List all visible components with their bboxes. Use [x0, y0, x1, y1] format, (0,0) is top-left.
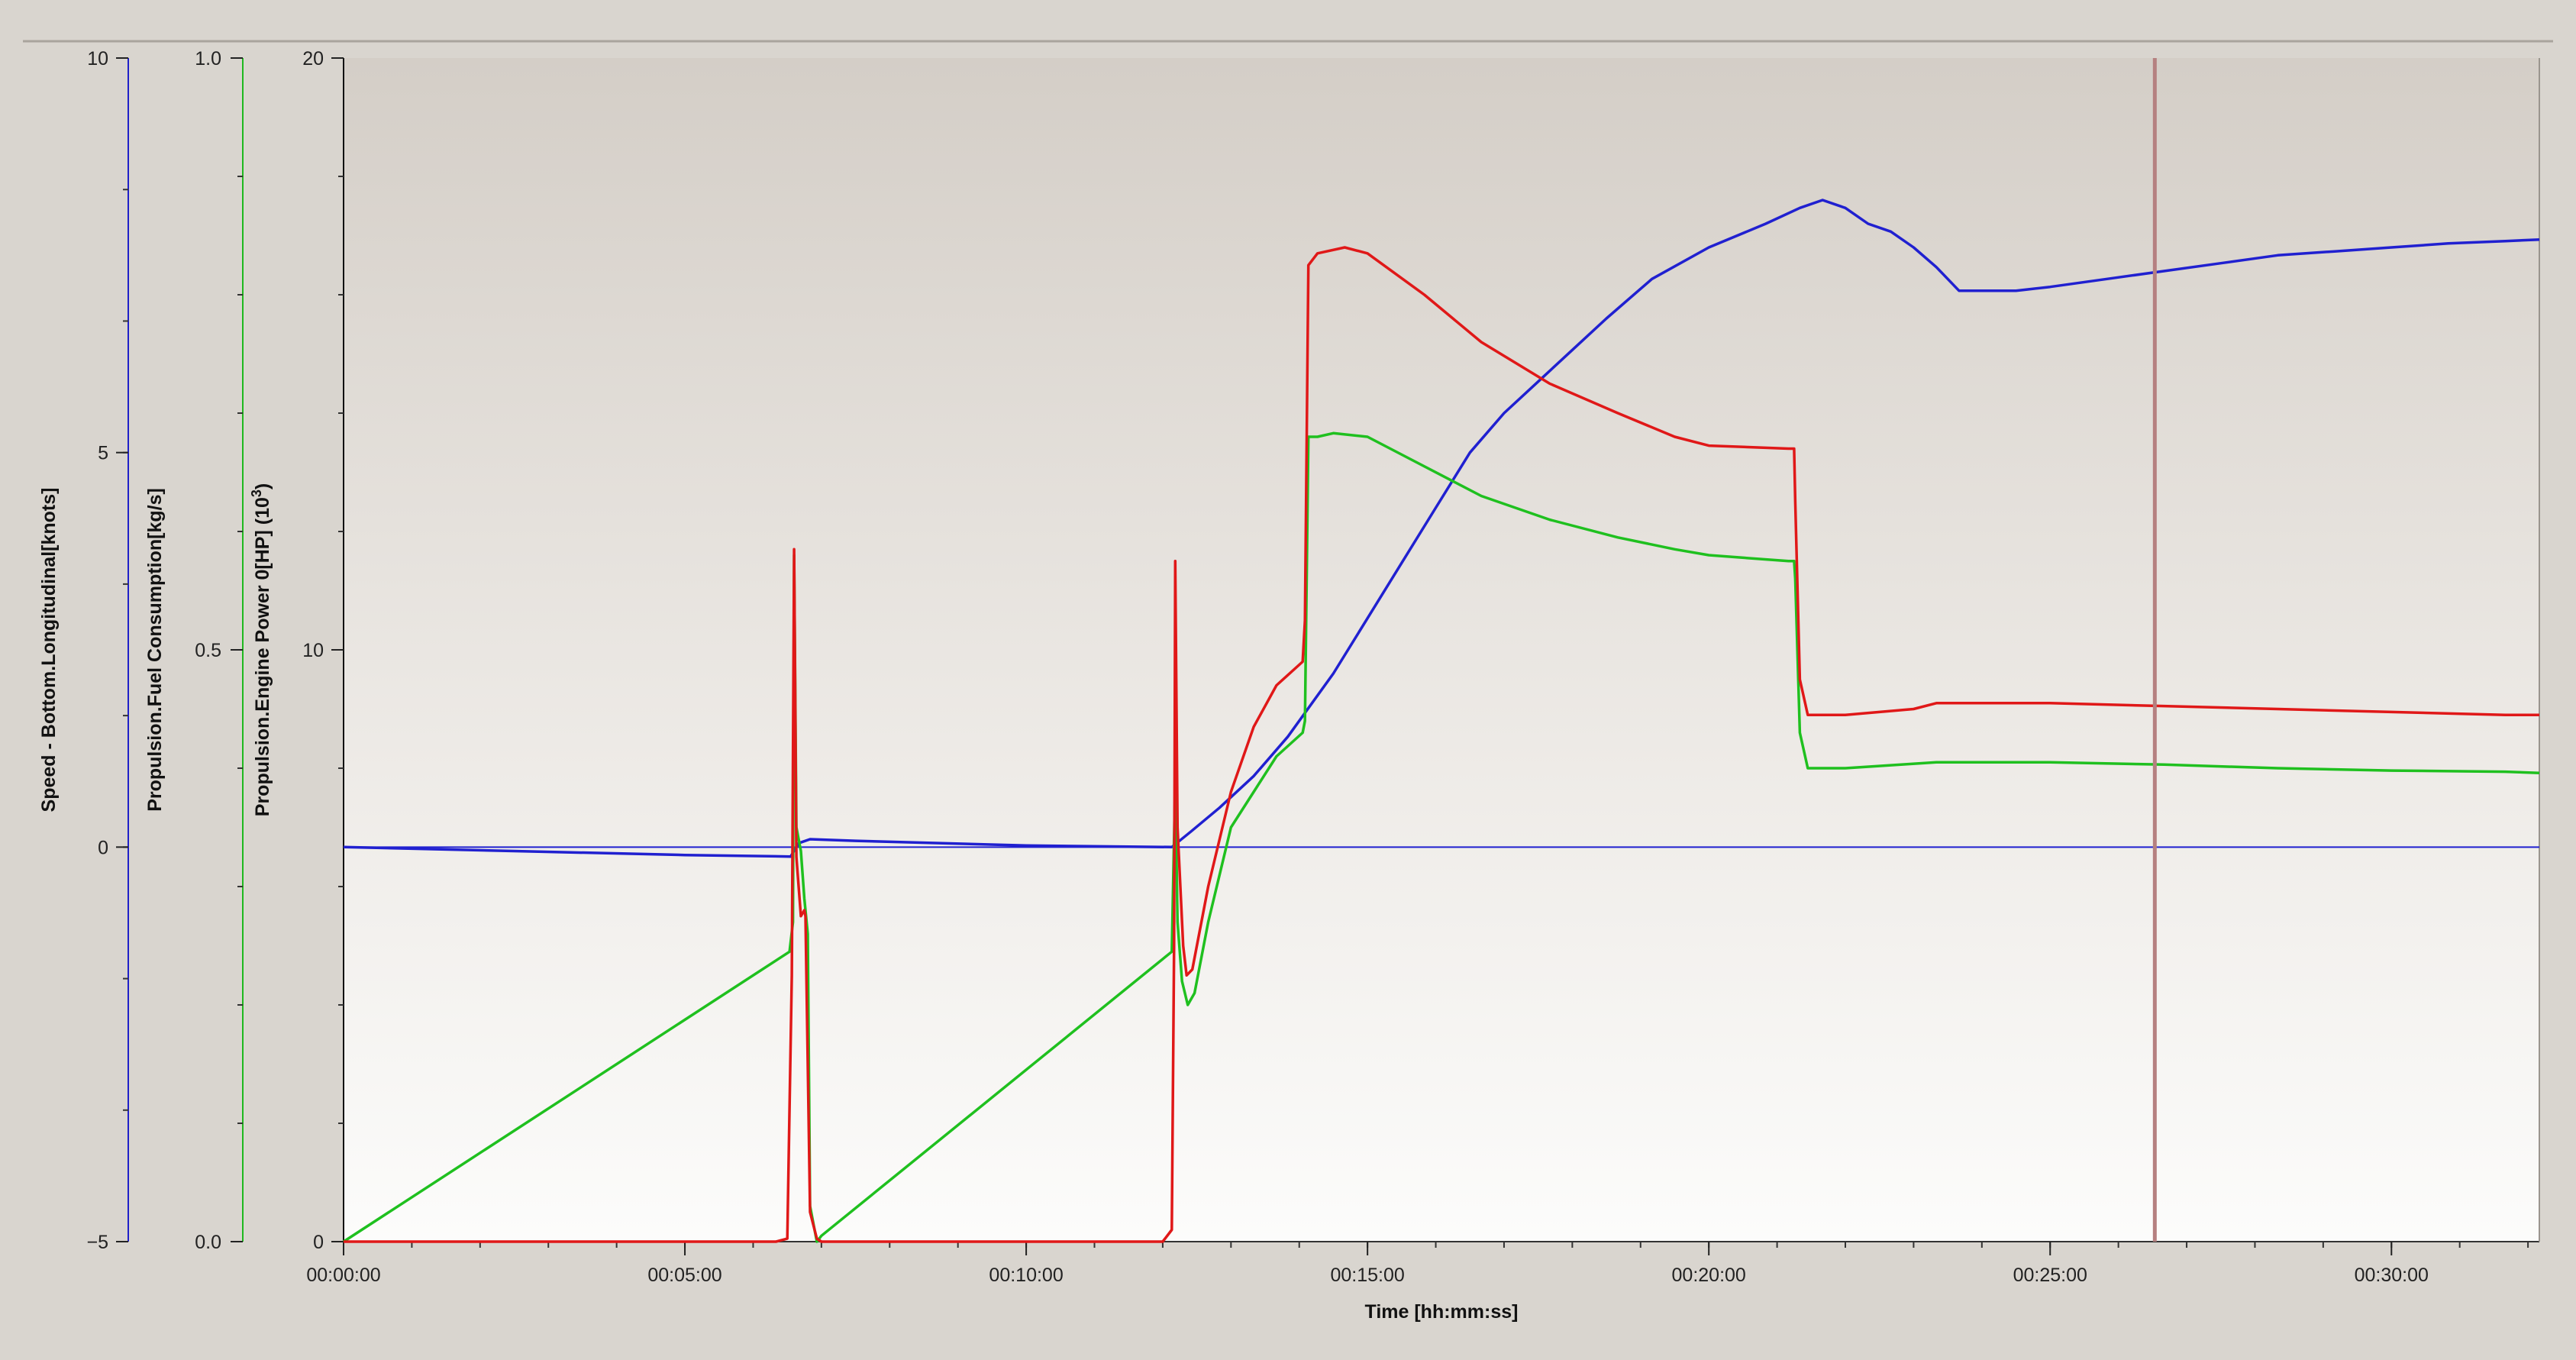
speed-axis-title: Speed - Bottom.Longitudinal[knots]	[38, 488, 60, 812]
speed-tick-label: 10	[87, 48, 108, 69]
power-tick-label: 0	[313, 1232, 324, 1253]
power-tick-label: 10	[302, 640, 324, 661]
x-axis-title: Time [hh:mm:ss]	[1365, 1301, 1519, 1323]
x-tick-label: 00:05:00	[647, 1265, 721, 1286]
power-axis-title-sup: 3	[249, 489, 264, 497]
x-tick-label: 00:00:00	[306, 1265, 380, 1286]
fuel-series-line	[343, 431, 2540, 1243]
speed-tick-label: 5	[98, 443, 108, 464]
x-tick-label: 00:25:00	[2013, 1265, 2087, 1286]
power-axis-title: Propulsion.Engine Power 0[HP] (103)	[249, 483, 273, 816]
x-tick-label: 00:30:00	[2355, 1265, 2429, 1286]
power-series-line	[344, 246, 2539, 1243]
fuel-axis-title-text: Propulsion.Fuel Consumption[kg/s]	[144, 488, 166, 812]
speed-series-line	[343, 199, 2540, 858]
plot-area	[344, 58, 2539, 1242]
fuel-tick-label: 0.5	[195, 640, 221, 661]
x-tick-label: 00:15:00	[1330, 1265, 1404, 1286]
power-axis-title-text: Propulsion.Engine Power 0[HP] (10	[252, 497, 273, 816]
x-tick-label: 00:20:00	[1672, 1265, 1746, 1286]
fuel-axis-title: Propulsion.Fuel Consumption[kg/s]	[144, 488, 166, 812]
speed-axis-title-text: Speed - Bottom.Longitudinal[knots]	[38, 488, 60, 812]
speed-tick-label: −5	[86, 1232, 108, 1253]
x-tick-label: 00:10:00	[989, 1265, 1063, 1286]
fuel-tick-label: 1.0	[195, 48, 221, 69]
axes-layer: −5 0 5 10 Speed - Bottom.Longitudinal[knots]…	[38, 48, 2540, 1323]
speed-tick-label: 0	[98, 837, 108, 858]
fuel-tick-label: 0.0	[195, 1232, 221, 1253]
series-layer	[343, 199, 2540, 1243]
power-tick-label: 20	[302, 48, 324, 69]
power-axis-title-end: )	[252, 483, 273, 489]
